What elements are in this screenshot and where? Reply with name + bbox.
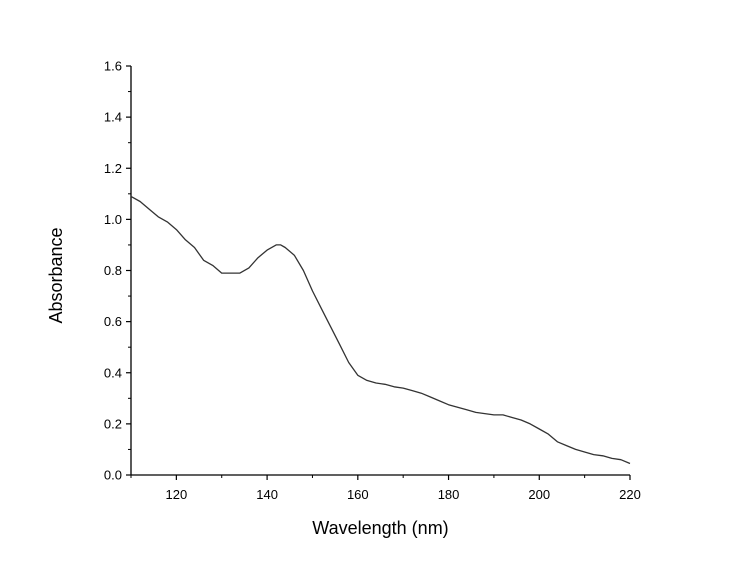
x-tick-label: 220 — [619, 487, 641, 502]
x-tick-label: 160 — [347, 487, 369, 502]
y-minor-ticks — [128, 91, 131, 450]
y-major-ticks — [126, 65, 131, 476]
y-tick-label: 0.4 — [104, 365, 122, 380]
x-tick-labels: 120 140 160 180 200 220 — [166, 487, 641, 502]
x-tick-label: 180 — [438, 487, 460, 502]
x-tick-label: 120 — [166, 487, 188, 502]
y-tick-label: 0.6 — [104, 314, 122, 329]
y-axis-title: Absorbance — [46, 227, 66, 323]
y-tick-label: 1.6 — [104, 59, 122, 74]
x-axis-title: Wavelength (nm) — [312, 518, 448, 538]
y-tick-label: 0.0 — [104, 468, 122, 483]
x-major-ticks — [175, 475, 631, 480]
x-tick-label: 200 — [528, 487, 550, 502]
absorbance-series-line — [130, 195, 631, 465]
y-tick-label: 0.2 — [104, 416, 122, 431]
y-tick-label: 0.8 — [104, 263, 122, 278]
x-tick-label: 140 — [256, 487, 278, 502]
y-tick-label: 1.0 — [104, 212, 122, 227]
y-tick-label: 1.2 — [104, 161, 122, 176]
y-tick-label: 1.4 — [104, 110, 122, 125]
y-tick-labels: 0.0 0.2 0.4 0.6 0.8 1.0 1.2 1.4 1.6 — [104, 59, 122, 483]
